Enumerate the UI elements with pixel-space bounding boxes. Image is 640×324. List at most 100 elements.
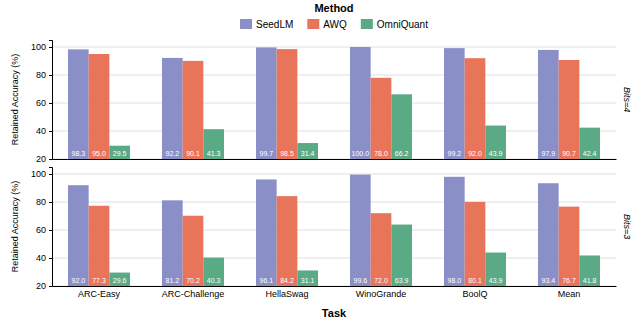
- x-tick: Mean: [558, 286, 581, 299]
- grid-line: [52, 75, 616, 76]
- data-label: 76.7: [562, 277, 576, 284]
- bar: [203, 258, 224, 286]
- y-tick: 40: [36, 126, 52, 136]
- y-axis-line: [49, 168, 53, 287]
- y-tick-label: 100: [31, 169, 46, 179]
- x-tick-label: WinoGrande: [356, 289, 407, 299]
- data-label: 41.3: [207, 150, 221, 157]
- bar: [350, 47, 371, 159]
- x-axis: [53, 159, 617, 161]
- x-tick-label: ARC-Easy: [78, 289, 121, 299]
- bar: [559, 207, 580, 286]
- data-label: 99.7: [260, 150, 274, 157]
- data-label: 43.9: [489, 150, 503, 157]
- legend-swatch: [361, 19, 373, 29]
- bar: [162, 58, 183, 159]
- legend-label: OmniQuant: [377, 19, 428, 30]
- bar: [68, 49, 89, 159]
- bar: [162, 200, 183, 286]
- y-tick: 80: [36, 197, 52, 207]
- y-tick-mark: [49, 202, 52, 203]
- panel-title: Bits=4: [622, 87, 632, 112]
- y-tick: 100: [31, 42, 52, 52]
- x-tick: ARC-Easy: [78, 286, 121, 299]
- y-tick-label: 80: [36, 70, 46, 80]
- data-labels: 92.081.296.199.698.093.477.370.284.272.0…: [72, 277, 597, 284]
- y-tick-mark: [49, 230, 52, 231]
- data-label: 80.1: [468, 277, 482, 284]
- x-tick-label: HellaSwag: [265, 289, 308, 299]
- bar: [444, 177, 465, 286]
- y-tick-mark: [49, 286, 52, 287]
- data-label: 43.9: [489, 277, 503, 284]
- y-tick: 60: [36, 225, 52, 235]
- bar: [538, 183, 559, 286]
- bar: [350, 175, 371, 286]
- legend-items: SeedLMAWQOmniQuant: [240, 19, 428, 30]
- y-tick-mark: [49, 103, 52, 104]
- data-label: 99.2: [448, 150, 462, 157]
- legend-item: OmniQuant: [361, 19, 428, 30]
- data-label: 92.0: [72, 277, 86, 284]
- data-label: 66.2: [395, 150, 409, 157]
- data-label: 81.2: [166, 277, 180, 284]
- data-label: 90.1: [186, 150, 200, 157]
- bar: [109, 273, 130, 286]
- grid-line: [52, 202, 616, 203]
- grid-line: [52, 47, 616, 48]
- data-label: 98.5: [280, 150, 294, 157]
- data-label: 63.9: [395, 277, 409, 284]
- data-label: 92.2: [166, 150, 180, 157]
- x-tick: BoolQ: [462, 286, 487, 299]
- legend: MethodSeedLMAWQOmniQuant: [240, 2, 428, 30]
- grid-line: [52, 103, 616, 104]
- bar: [559, 60, 580, 159]
- grid-line: [52, 131, 616, 132]
- bar: [444, 48, 465, 159]
- bar: [485, 253, 506, 286]
- y-tick: 60: [36, 98, 52, 108]
- bar: [391, 94, 412, 159]
- bar: [256, 47, 277, 159]
- bar: [371, 213, 392, 286]
- bar: [297, 270, 318, 286]
- data-label: 78.0: [374, 150, 388, 157]
- bar: [465, 202, 486, 286]
- grid-line: [52, 230, 616, 231]
- y-tick-label: 60: [36, 225, 46, 235]
- data-label: 29.5: [113, 150, 127, 157]
- bar: [371, 78, 392, 159]
- x-tick-label: Mean: [558, 289, 581, 299]
- data-label: 42.4: [583, 150, 597, 157]
- y-tick: 100: [31, 169, 52, 179]
- y-tick-mark: [49, 47, 52, 48]
- chart: 98.392.299.7100.099.297.995.090.198.578.…: [0, 0, 640, 324]
- y-tick-mark: [49, 174, 52, 175]
- data-label: 84.2: [280, 277, 294, 284]
- data-label: 90.7: [562, 150, 576, 157]
- x-axis: ARC-EasyARC-ChallengeHellaSwagWinoGrande…: [53, 286, 617, 299]
- data-label: 72.0: [374, 277, 388, 284]
- grid-line: [52, 174, 616, 175]
- grid: [52, 47, 616, 159]
- x-axis-line: [53, 286, 617, 287]
- panel: 92.081.296.199.698.093.477.370.284.272.0…: [10, 168, 632, 320]
- y-axis: 20 40 60 80 100: [31, 168, 53, 292]
- x-tick-label: BoolQ: [462, 289, 487, 299]
- bar: [297, 143, 318, 159]
- y-tick-mark: [49, 75, 52, 76]
- x-tick: HellaSwag: [265, 286, 308, 299]
- y-tick-label: 80: [36, 197, 46, 207]
- data-label: 99.6: [354, 277, 368, 284]
- data-label: 41.8: [583, 277, 597, 284]
- y-tick: 40: [36, 253, 52, 263]
- y-tick-mark: [49, 159, 52, 160]
- y-tick-label: 20: [36, 281, 46, 291]
- y-tick-label: 40: [36, 253, 46, 263]
- data-label: 70.2: [186, 277, 200, 284]
- data-label: 77.3: [92, 277, 106, 284]
- y-tick-label: 60: [36, 98, 46, 108]
- panel-title: Bits=3: [622, 214, 632, 239]
- data-label: 31.1: [301, 277, 315, 284]
- grid: [52, 174, 616, 286]
